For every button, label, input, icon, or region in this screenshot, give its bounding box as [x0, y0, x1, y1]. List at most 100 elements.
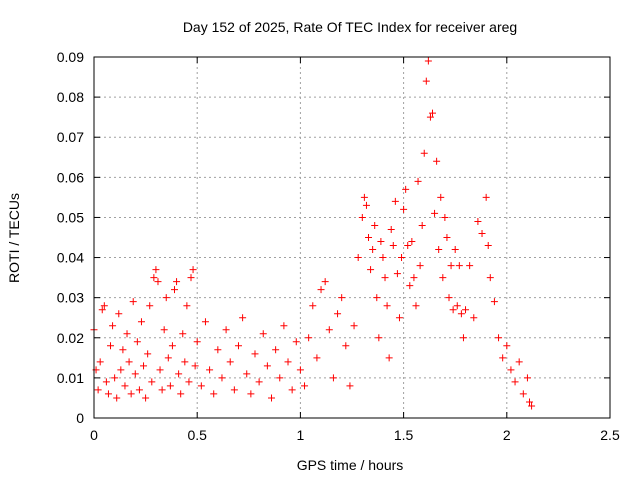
- data-point: [226, 358, 234, 366]
- data-point: [439, 274, 447, 282]
- data-point: [350, 322, 358, 330]
- data-point: [422, 77, 430, 85]
- data-point: [373, 294, 381, 302]
- y-tick-label: 0.02: [57, 330, 84, 346]
- data-point: [160, 326, 168, 334]
- data-point: [158, 386, 166, 394]
- data-point: [201, 318, 209, 326]
- data-point: [239, 314, 247, 322]
- data-point: [301, 382, 309, 390]
- y-tick-label: 0.01: [57, 370, 84, 386]
- data-point: [360, 193, 368, 201]
- data-point: [445, 294, 453, 302]
- data-point: [515, 358, 523, 366]
- data-point: [187, 274, 195, 282]
- data-point: [154, 278, 162, 286]
- data-point: [255, 378, 263, 386]
- data-point: [453, 302, 461, 310]
- x-axis-label: GPS time / hours: [297, 457, 404, 473]
- data-point: [189, 266, 197, 274]
- data-point: [152, 266, 160, 274]
- x-tick-label: 0.5: [187, 427, 207, 443]
- data-point: [113, 394, 121, 402]
- data-point: [478, 229, 486, 237]
- data-point: [441, 213, 449, 221]
- data-point: [354, 254, 362, 262]
- data-point: [486, 274, 494, 282]
- y-tick-label: 0.04: [57, 250, 84, 266]
- data-point: [495, 334, 503, 342]
- data-point: [197, 382, 205, 390]
- data-point: [170, 286, 178, 294]
- data-point: [449, 306, 457, 314]
- data-point: [156, 366, 164, 374]
- data-point: [371, 221, 379, 229]
- data-point: [455, 262, 463, 270]
- data-point: [447, 262, 455, 270]
- x-tick-label: 1.5: [394, 427, 414, 443]
- data-point: [193, 338, 201, 346]
- data-point: [437, 193, 445, 201]
- data-point: [123, 330, 131, 338]
- gridlines: [94, 57, 610, 418]
- y-tick-label: 0.03: [57, 290, 84, 306]
- x-tick-label: 2: [503, 427, 511, 443]
- data-point: [482, 193, 490, 201]
- data-point: [346, 382, 354, 390]
- data-point: [119, 346, 127, 354]
- data-point: [121, 382, 129, 390]
- data-point: [272, 346, 280, 354]
- data-point: [104, 390, 112, 398]
- data-point: [146, 302, 154, 310]
- data-point: [263, 362, 271, 370]
- data-point: [338, 294, 346, 302]
- data-point: [181, 358, 189, 366]
- x-tick-label: 2.5: [600, 427, 620, 443]
- data-point: [166, 382, 174, 390]
- data-point: [503, 342, 511, 350]
- data-point: [183, 302, 191, 310]
- data-point: [523, 374, 531, 382]
- data-point: [414, 177, 422, 185]
- data-point: [408, 238, 416, 246]
- data-point: [144, 350, 152, 358]
- data-point: [175, 370, 183, 378]
- data-point: [317, 286, 325, 294]
- plot-frame: [93, 56, 611, 419]
- data-point: [142, 394, 150, 402]
- data-point: [358, 213, 366, 221]
- data-point: [140, 362, 148, 370]
- chart-title: Day 152 of 2025, Rate Of TEC Index for r…: [183, 19, 517, 35]
- data-point: [185, 378, 193, 386]
- data-point: [234, 342, 242, 350]
- x-axis: 0 0.5 1 1.5 2 2.5: [90, 57, 620, 443]
- data-point: [435, 246, 443, 254]
- data-point: [107, 342, 115, 350]
- y-axis-label: ROTI / TECUs: [6, 193, 22, 283]
- data-point: [381, 274, 389, 282]
- data-point: [296, 366, 304, 374]
- y-tick-label: 0.09: [57, 49, 84, 65]
- data-point: [484, 242, 492, 250]
- data-point: [466, 262, 474, 270]
- data-point: [334, 310, 342, 318]
- data-point: [164, 354, 172, 362]
- data-point: [404, 242, 412, 250]
- data-point: [111, 374, 119, 382]
- data-point: [387, 225, 395, 233]
- data-point: [490, 298, 498, 306]
- data-point: [131, 370, 139, 378]
- data-point: [410, 274, 418, 282]
- data-point: [127, 390, 135, 398]
- data-point: [507, 366, 515, 374]
- data-point: [383, 302, 391, 310]
- data-point: [402, 185, 410, 193]
- data-points: [90, 57, 536, 410]
- data-point: [342, 342, 350, 350]
- data-point: [168, 342, 176, 350]
- data-point: [391, 197, 399, 205]
- data-point: [100, 302, 108, 310]
- data-point: [96, 358, 104, 366]
